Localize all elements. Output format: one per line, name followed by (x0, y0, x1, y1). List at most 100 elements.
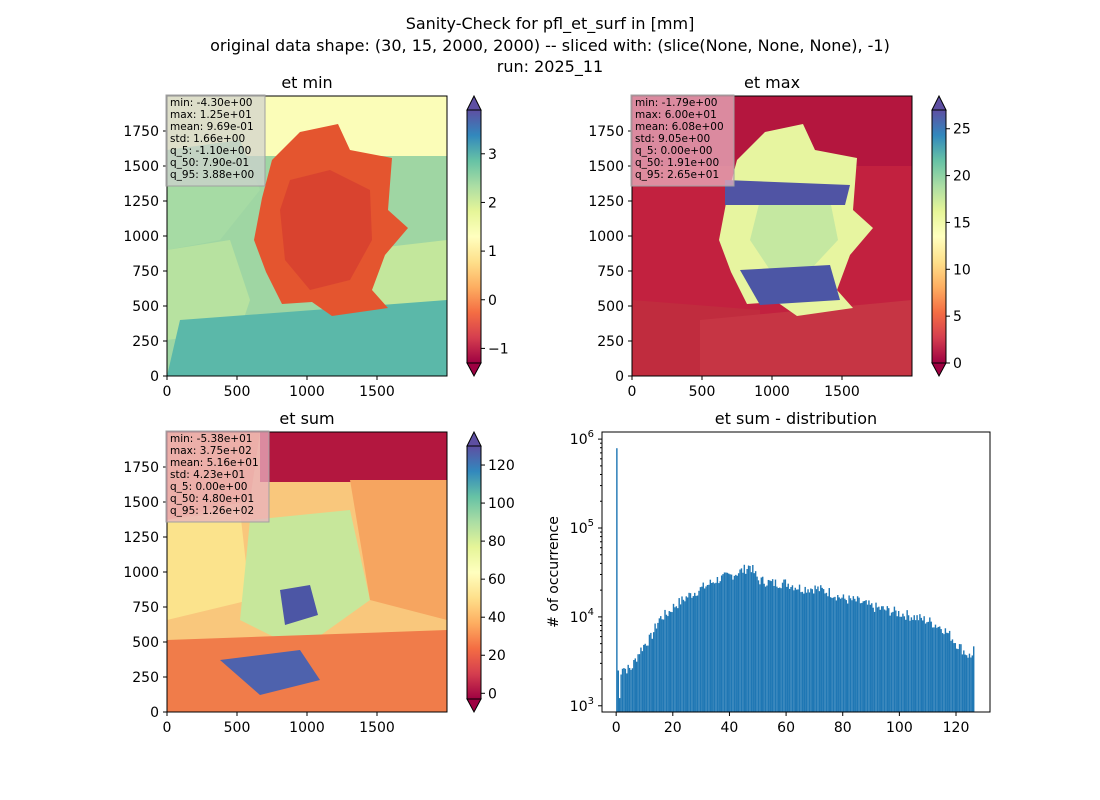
et-min-yticks: 0 250 500 750 1000 1250 1500 1750 (123, 124, 167, 385)
histogram-bar (897, 610, 900, 712)
et-max-colorbar-extend-min (931, 362, 947, 378)
et-min-title: et min (281, 73, 332, 92)
histogram-bar (872, 607, 874, 712)
et-min-ytick-label-500: 500 (132, 299, 159, 315)
histogram-bar (698, 590, 700, 712)
histogram-bar (762, 576, 764, 712)
histogram-bar (675, 606, 678, 712)
histogram-bar (643, 644, 645, 712)
histogram-bar (910, 617, 913, 712)
et-sum-colorbar-tick-label: 60 (488, 572, 506, 588)
histogram-bar (737, 573, 740, 712)
histogram-bar (940, 629, 942, 712)
histogram-bar (715, 582, 717, 712)
et-sum-stats-line-2: max: 3.75e+02 (170, 445, 252, 457)
histogram-bar (933, 627, 935, 712)
et-max-ytick-label-250: 250 (597, 334, 624, 350)
et-sum-colorbar-tick-label: 40 (488, 610, 506, 626)
et-sum-stats-line-3: mean: 5.16e+01 (170, 457, 259, 469)
histogram-bar (803, 593, 805, 712)
histogram-bar (804, 586, 806, 712)
histogram-bar (936, 627, 938, 712)
et-max-ytick-label-1000: 1000 (588, 229, 624, 245)
histogram-bar (937, 626, 940, 712)
histogram-bar (827, 596, 829, 712)
et-max-stats-line-1: min: -1.79e+00 (635, 97, 717, 109)
histogram-bar (923, 616, 925, 712)
histogram-bar (631, 668, 634, 712)
histogram-bar (764, 586, 767, 712)
histogram-bar (723, 572, 726, 712)
et-max-colorbar-frame (931, 109, 947, 364)
histogram-bar (824, 593, 826, 712)
histogram-bar (837, 595, 839, 712)
et-min-colorbar-tick-label: 0 (488, 293, 497, 309)
histogram-bar (733, 575, 736, 712)
histogram-bar (736, 575, 738, 712)
et-min-ytick-label-1500: 1500 (123, 159, 159, 175)
histogram-bar (851, 600, 853, 712)
et-sum-colorbar-extend-min (466, 698, 482, 714)
histogram-bar (769, 580, 771, 712)
histogram-bar (818, 591, 821, 712)
histogram-bar (796, 589, 798, 712)
histogram-bar (647, 645, 649, 712)
et-max-colorbar (931, 94, 947, 378)
histogram-bar (709, 579, 712, 712)
histogram-bar (939, 626, 941, 712)
histogram-bar (628, 667, 631, 712)
histogram-bar (658, 618, 661, 712)
histogram-bar (810, 588, 812, 712)
histogram-bar (914, 620, 917, 712)
histogram-bar (650, 632, 652, 712)
et-sum-colorbar-extend-max (466, 430, 482, 447)
histogram-bar (708, 584, 710, 712)
histogram-bar (645, 645, 648, 712)
histogram-bar (757, 580, 760, 712)
histogram-bar (946, 632, 948, 712)
histogram-bar (780, 588, 782, 712)
histogram-bar (686, 597, 689, 712)
histogram-bar (713, 583, 716, 712)
histogram-bar (651, 638, 653, 712)
histogram-bar (788, 588, 791, 712)
histogram-bar (637, 654, 639, 712)
histogram-bar (822, 589, 825, 712)
et-sum-ytick-label-1750: 1750 (123, 460, 159, 476)
histogram-bar (735, 574, 737, 712)
et-max-colorbar-body (932, 110, 946, 363)
histogram-bar (669, 611, 672, 712)
histogram-bar (963, 650, 965, 712)
et-max-stats-line-7: q_95: 2.65e+01 (635, 169, 719, 181)
histogram-bar (895, 610, 897, 712)
histogram-bar (839, 598, 842, 712)
histogram-bar (829, 597, 832, 712)
histogram-bar (953, 643, 955, 712)
histogram-bar (957, 649, 959, 712)
histogram-bar (834, 596, 836, 712)
et-sum-stats-line-1: min: -5.38e+01 (170, 433, 252, 445)
histogram-bar (880, 606, 883, 712)
histogram-bar (689, 593, 692, 712)
histogram-bar (855, 601, 857, 712)
et-sum-title: et sum (279, 409, 334, 428)
histogram-bar (892, 611, 894, 712)
histogram-bar (841, 597, 843, 712)
histogram-bar (654, 623, 656, 712)
histogram-bar (842, 594, 845, 712)
histogram-xtick-label: 120 (943, 720, 970, 736)
histogram-bar (662, 619, 665, 712)
et-sum-colorbar-frame (466, 445, 482, 700)
histogram-bar (916, 615, 918, 712)
histogram-bar (749, 565, 751, 712)
histogram-bar (623, 668, 625, 712)
histogram-bar (971, 655, 974, 712)
histogram-bar (854, 598, 856, 712)
histogram-bar (960, 644, 962, 712)
histogram-xtick-label: 60 (777, 720, 795, 736)
histogram-bar (882, 606, 884, 712)
histogram-bar (794, 587, 796, 712)
histogram-bar (763, 583, 765, 712)
histogram-ytick-label: 106 (570, 429, 594, 448)
et-min-colorbar-extend-min (466, 362, 482, 378)
